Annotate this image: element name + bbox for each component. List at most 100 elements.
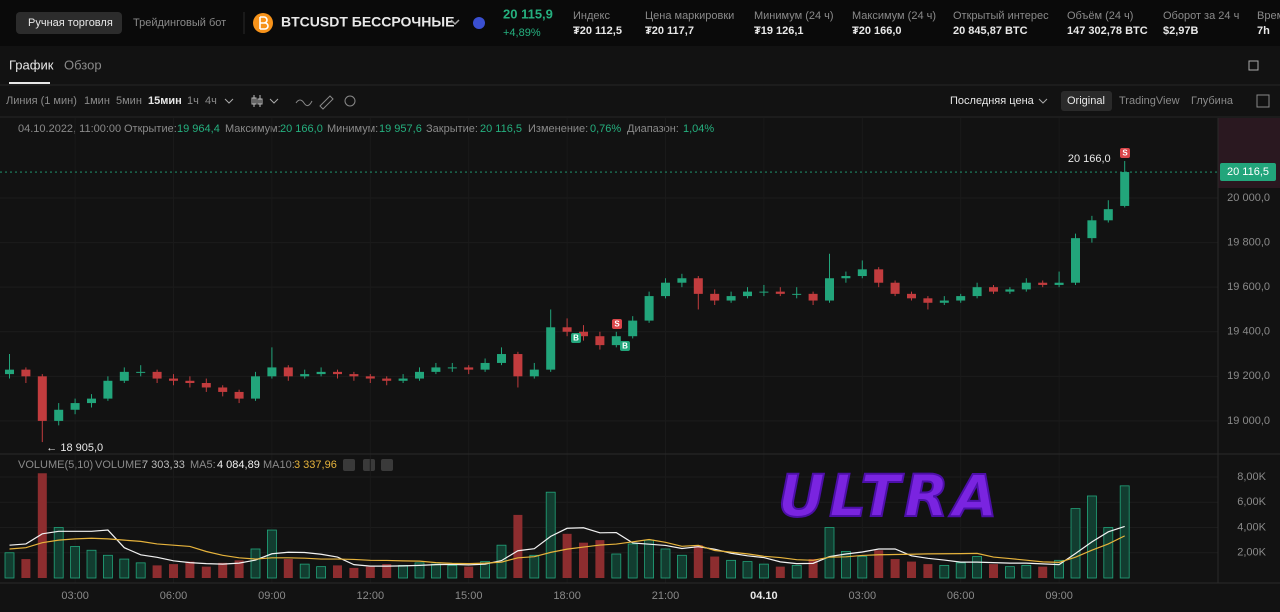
candle-body [1087, 220, 1097, 239]
stat-label: Максимум (24 ч) [852, 10, 936, 22]
interval[interactable]: Линия (1 мин) [6, 95, 77, 107]
candle-body [857, 269, 867, 277]
volume-bar [382, 564, 392, 578]
volume-bar [234, 560, 244, 578]
volume-bar [808, 559, 818, 578]
volume-bar [1005, 566, 1015, 579]
expand-icon[interactable] [1256, 94, 1270, 108]
candle-body [201, 383, 211, 388]
volume-tick-label: 4,00K [1237, 521, 1266, 533]
candle-body [103, 380, 113, 399]
candle-body [907, 293, 916, 299]
volume-bar [1038, 566, 1048, 578]
candle-body [169, 378, 178, 381]
candle-body [1120, 172, 1130, 206]
candle-body [218, 387, 228, 392]
interval[interactable]: 4ч [205, 95, 217, 107]
volume-bar [841, 551, 851, 579]
candle-icon[interactable] [251, 95, 263, 107]
legend-button[interactable] [343, 459, 355, 471]
layout-icon[interactable] [1248, 60, 1259, 71]
nav-tab[interactable]: Обзор [64, 57, 102, 72]
volume-bar [70, 546, 80, 579]
change: +4,89% [503, 27, 541, 39]
candle-body [726, 296, 736, 301]
volume-bar [742, 561, 753, 579]
candle-body [874, 269, 884, 283]
volume-bar [1119, 485, 1130, 579]
tab[interactable]: Ручная торговля [28, 17, 113, 29]
volume-bar [660, 548, 671, 579]
price-type[interactable]: Последняя цена [950, 95, 1035, 107]
view-tab[interactable]: TradingView [1119, 95, 1180, 107]
top-bar [0, 0, 1280, 46]
candle-body [382, 378, 392, 381]
candle-body [119, 371, 129, 381]
volume-bar [595, 540, 605, 578]
volume-bar [283, 559, 293, 578]
candle-body [513, 354, 523, 377]
candle-body [87, 398, 96, 404]
info-label: Максимум: [225, 123, 281, 135]
volume-label: MA10: [263, 459, 295, 471]
volume-bar [464, 566, 474, 578]
info-value: 20 166,0 [280, 123, 323, 135]
line-icon[interactable] [295, 99, 313, 107]
info-label: Изменение: [528, 123, 588, 135]
high-label: 20 166,0 [1068, 153, 1111, 165]
candle-body [759, 291, 769, 293]
volume-bar [333, 565, 342, 578]
volume-bar [989, 564, 998, 578]
candle-body [562, 327, 572, 332]
volume-bar [398, 564, 409, 579]
volume-bar [726, 559, 736, 579]
volume-value: 7 303,33 [142, 459, 185, 471]
candle-body [743, 291, 752, 297]
interval[interactable]: 1мин [84, 95, 110, 107]
volume-bar [299, 563, 310, 579]
legend-button[interactable] [381, 459, 393, 471]
info-value: 20 116,5 [480, 123, 522, 135]
volume-bar [677, 554, 687, 579]
candle-body [529, 369, 539, 377]
candle-body [185, 380, 195, 384]
interval[interactable]: 5мин [116, 95, 142, 107]
volume-label: MA5: [190, 459, 216, 471]
stat-label: Объём (24 ч) [1067, 10, 1133, 22]
info-value: 19 957,6 [379, 123, 422, 135]
stat-label: Открытый интерес [953, 10, 1049, 22]
candle-body [956, 296, 966, 301]
last-price-label: 20 116,5 [1227, 166, 1269, 178]
settings-icon[interactable] [344, 95, 356, 107]
volume-tick-label: 6,00K [1237, 496, 1266, 508]
stat-value: $2,97B [1163, 25, 1199, 37]
candle-body [710, 293, 720, 301]
candle-body [497, 354, 506, 363]
volume-bar [759, 563, 769, 579]
legend-button[interactable] [363, 459, 375, 471]
interval[interactable]: 15мин [148, 95, 182, 107]
volume-bar [316, 566, 327, 579]
info-label: Минимум: [327, 123, 378, 135]
volume-bar [53, 527, 64, 579]
tab[interactable]: Трейдинговый бот [133, 17, 226, 29]
draw-icon[interactable] [319, 95, 334, 110]
candle-body [1071, 238, 1080, 283]
view-tab[interactable]: Original [1067, 95, 1105, 107]
candle-body [546, 327, 556, 370]
candle-body [628, 320, 638, 337]
volume-bar [152, 565, 162, 578]
view-tab[interactable]: Глубина [1191, 95, 1234, 107]
x-tick-label: 21:00 [652, 590, 680, 602]
symbol[interactable]: BTCUSDT БЕССРОЧНЫЕ [281, 14, 454, 30]
volume-bar [430, 563, 441, 579]
info-time: 04.10.2022, 11:00:00 [18, 123, 121, 135]
trade-marker [1120, 148, 1130, 158]
interval[interactable]: 1ч [187, 95, 199, 107]
candle-body [989, 287, 998, 292]
info-icon[interactable] [473, 17, 485, 29]
nav-tab[interactable]: График [9, 57, 54, 72]
volume-bar [627, 543, 638, 579]
volume-bar [21, 559, 31, 578]
